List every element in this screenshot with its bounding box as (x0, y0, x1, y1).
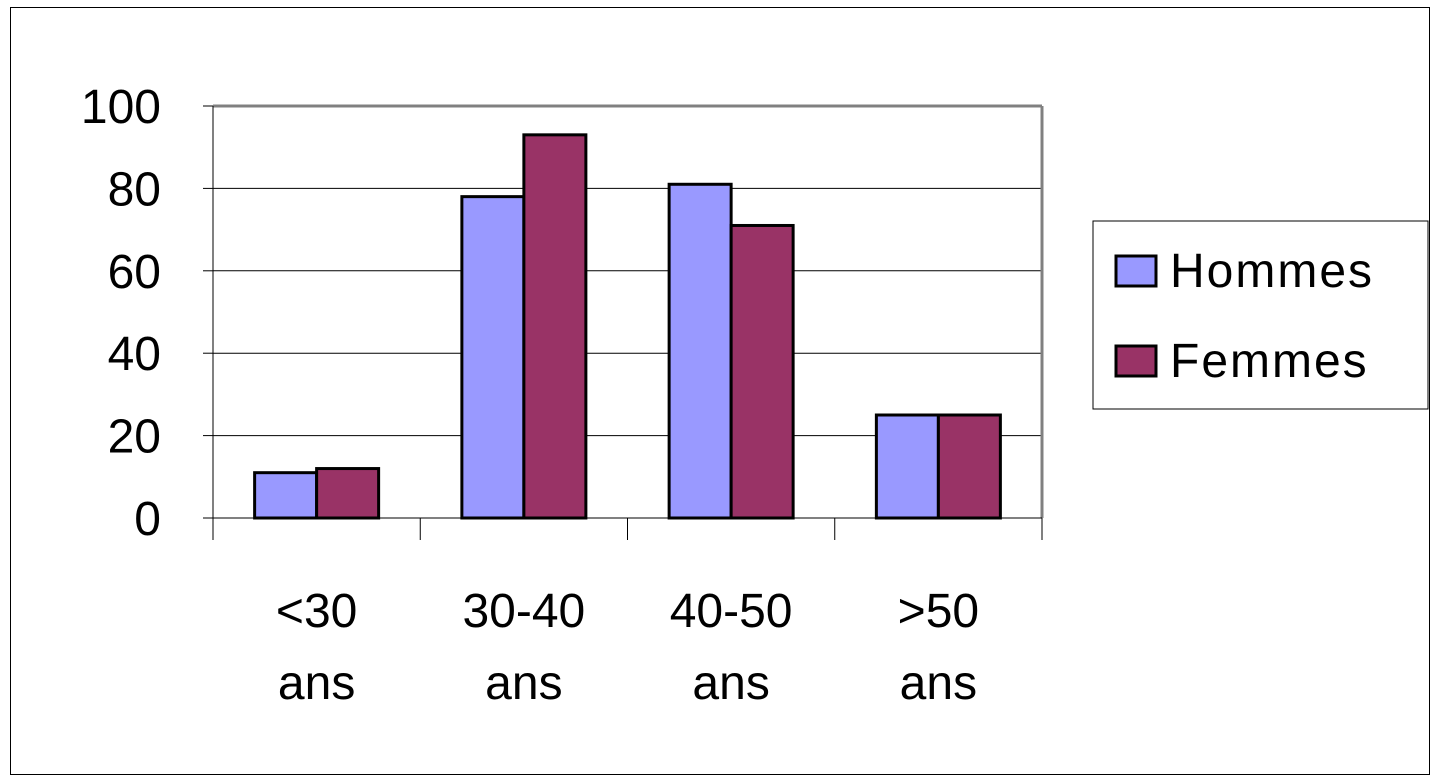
y-tick-label: 60 (108, 246, 161, 299)
bar-hommes (253, 471, 319, 520)
x-category-label: ans (278, 657, 355, 710)
bar-hommes (874, 413, 940, 520)
x-category-label: ans (900, 657, 977, 710)
legend-label: Femmes (1170, 335, 1369, 388)
y-tick-label: 100 (81, 81, 161, 134)
y-tick-label: 80 (108, 163, 161, 216)
x-category-label: <30 (276, 585, 357, 638)
legend-swatch-hommes (1114, 254, 1158, 288)
legend-label: Hommes (1170, 245, 1374, 298)
bar-femmes (936, 413, 1002, 520)
x-category-label: >50 (898, 585, 979, 638)
y-tick-label: 0 (134, 493, 161, 546)
bar-hommes (460, 195, 526, 520)
legend-swatch-femmes (1114, 344, 1158, 378)
y-tick-label: 20 (108, 411, 161, 464)
x-category-label: 40-50 (670, 585, 793, 638)
bar-femmes (315, 467, 381, 520)
bar-femmes (729, 223, 795, 520)
x-category-label: ans (692, 657, 769, 710)
x-category-label: ans (485, 657, 562, 710)
legend-box (1092, 220, 1429, 410)
x-category-label: 30-40 (462, 585, 585, 638)
y-tick-label: 40 (108, 328, 161, 381)
bar-hommes (667, 182, 733, 520)
bar-femmes (522, 133, 588, 520)
